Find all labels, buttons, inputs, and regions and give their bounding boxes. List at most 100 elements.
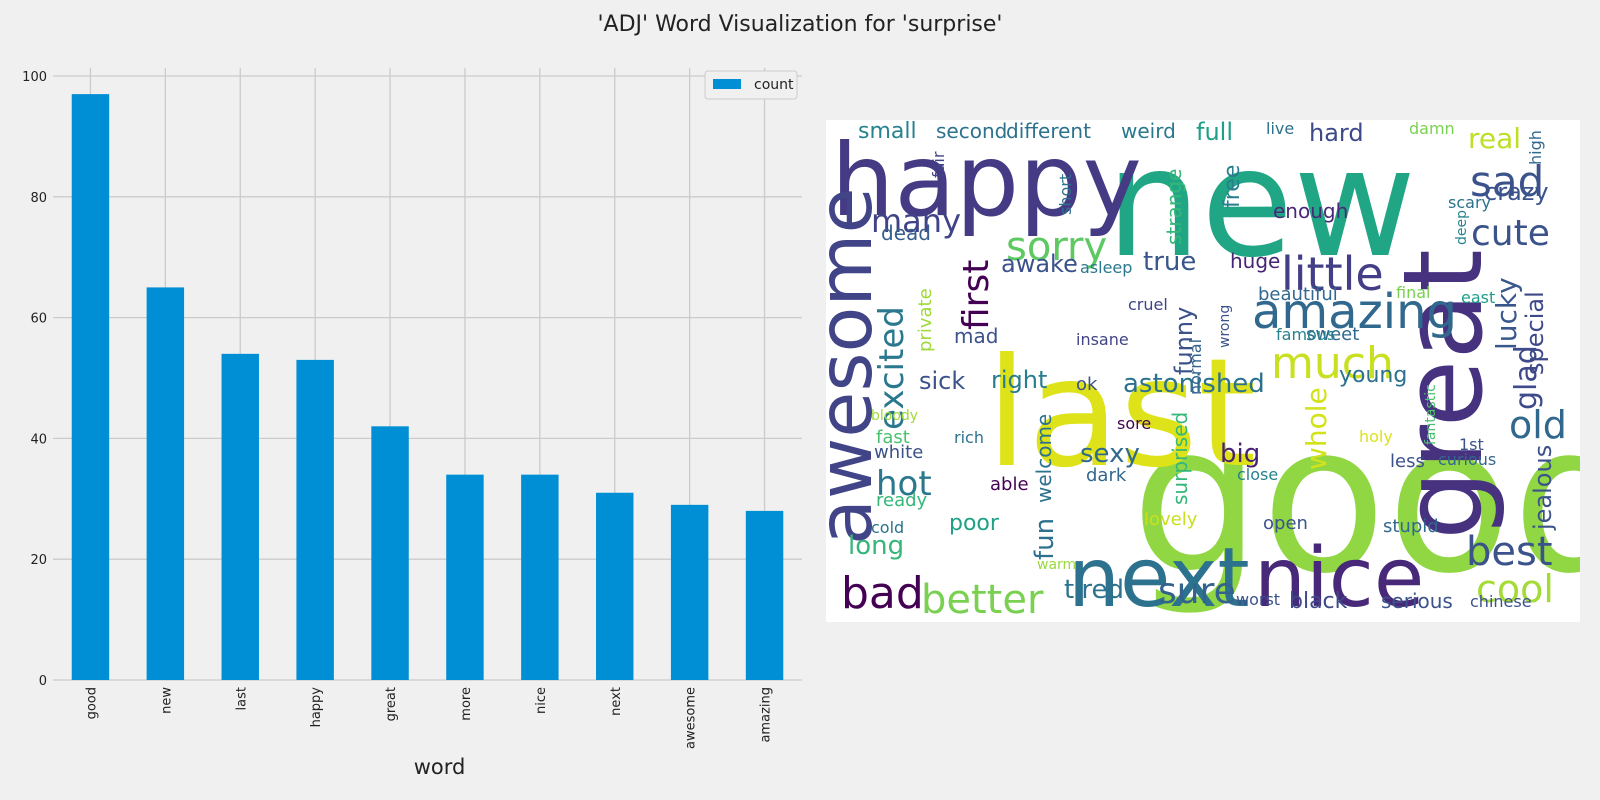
cloud-word-real: real (1468, 122, 1521, 155)
cloud-word-small: small (858, 120, 917, 144)
cloud-word-bad: bad (841, 568, 924, 619)
cloud-word-fast: fast (876, 427, 910, 448)
cloud-word-chinese: chinese (1470, 592, 1532, 611)
cloud-word-glad: glad (1509, 345, 1544, 410)
cloud-word-next: next (1068, 531, 1250, 622)
cloud-word-private: private (915, 288, 936, 352)
cloud-word-hot: hot (876, 464, 932, 504)
cloud-word-lucky: lucky (1490, 277, 1523, 350)
bar-awesome (670, 504, 709, 680)
cloud-word-curious: curious (1438, 450, 1496, 469)
bar-new (146, 287, 185, 680)
bar-chart: 0 20 40 60 80 100 good new last happy great more nic… (22, 68, 802, 779)
cloud-word-east: east (1461, 288, 1495, 307)
x-tick-label: more (459, 687, 474, 721)
cloud-word-old: old (1509, 403, 1567, 447)
cloud-word-long: long (848, 531, 904, 561)
cloud-word-sick: sick (919, 367, 965, 395)
cloud-word-close: close (1237, 465, 1278, 484)
y-tick-label: 60 (30, 312, 47, 327)
cloud-word-normal: normal (1186, 339, 1205, 395)
cloud-word-white: white (874, 442, 923, 463)
cloud-word-excited: excited (872, 306, 912, 430)
cloud-word-sure: sure (1158, 571, 1236, 612)
cloud-word-hard: hard (1309, 120, 1364, 147)
cloud-word-cute: cute (1471, 213, 1550, 254)
cloud-word-open: open (1263, 513, 1308, 534)
cloud-word-famous: famous (1276, 325, 1335, 344)
cloud-word-insane: insane (1076, 330, 1129, 349)
cloud-word-fantastic: fantastic (1423, 384, 1439, 445)
cloud-word-different: different (1006, 120, 1091, 143)
cloud-word-full: full (1196, 120, 1233, 146)
cloud-word-final: final (1396, 283, 1430, 302)
cloud-word-ok: ok (1076, 374, 1098, 395)
cloud-word-poor: poor (949, 511, 1000, 536)
cloud-word-able: able (990, 474, 1029, 495)
legend-box (704, 70, 798, 100)
cloud-word-good: good (1131, 381, 1580, 619)
cloud-word-holy: holy (1359, 427, 1393, 446)
cloud-word-bloody: bloody (871, 408, 918, 424)
cloud-word-cool: cool (1476, 567, 1554, 611)
cloud-word-many: many (871, 202, 961, 240)
cloud-word-short: short (1056, 174, 1075, 215)
x-tick-label: last (234, 687, 249, 710)
cloud-word-enough: enough (1273, 199, 1348, 223)
cloud-word-sore: sore (1117, 414, 1151, 433)
cloud-word-tired: tired (1064, 575, 1124, 605)
cloud-word-fair: fair (929, 151, 948, 178)
cloud-word-better: better (921, 577, 1044, 622)
cloud-word-surprised: surprised (1168, 412, 1192, 505)
cloud-word-stupid: stupid (1383, 516, 1439, 537)
cloud-word-free: free (1220, 165, 1245, 208)
cloud-word-warm: warm (1037, 557, 1076, 573)
bar-more (446, 474, 484, 680)
x-tick-label: great (384, 687, 399, 721)
bar-great (371, 426, 409, 680)
cloud-word-awake: awake (1001, 250, 1078, 278)
cloud-word-second: second (936, 120, 1007, 143)
cloud-word-sorry: sorry (1006, 224, 1107, 270)
cloud-word-first: first (956, 260, 997, 330)
cloud-word-right: right (991, 366, 1047, 394)
y-tick-label: 100 (22, 70, 47, 85)
cloud-word-less: less (1390, 451, 1425, 472)
cloud-word-jealous: jealous (1529, 445, 1557, 531)
x-tick-label: happy (309, 687, 324, 728)
cloud-word-cold: cold (871, 518, 904, 537)
x-tick-label: awesome (684, 687, 699, 749)
cloud-word-funny: funny (1170, 307, 1198, 375)
cloud-word-crazy: crazy (1484, 178, 1549, 206)
y-tick-label: 0 (39, 674, 47, 689)
cloud-word-last: last (986, 327, 1257, 501)
cloud-word-scary: scary (1448, 193, 1491, 212)
cloud-word-special: special (1521, 291, 1549, 375)
x-tick-label: new (159, 687, 174, 714)
cloud-word-cruel: cruel (1128, 295, 1168, 314)
cloud-word-huge: huge (1230, 249, 1280, 273)
cloud-word-dark: dark (1086, 465, 1127, 486)
cloud-word-little: little (1281, 247, 1384, 301)
cloud-word-lovely: lovely (1144, 509, 1198, 530)
figure-title: 'ADJ' Word Visualization for 'surprise' (597, 12, 1003, 37)
cloud-word-nice: nice (1254, 531, 1424, 622)
word-cloud-background (826, 120, 1580, 622)
cloud-word-best: best (1466, 529, 1553, 575)
cloud-word-true: true (1143, 247, 1196, 277)
cloud-word-serious: serious (1381, 589, 1453, 613)
cloud-word-new: new (1106, 120, 1416, 291)
cloud-word-dead: dead (881, 221, 931, 245)
cloud-word-sad: sad (1470, 157, 1544, 206)
cloud-word-sexy: sexy (1080, 439, 1140, 469)
x-tick-label: good (84, 687, 99, 719)
cloud-word-much: much (1271, 338, 1394, 389)
cloud-word-1st: 1st (1459, 435, 1484, 454)
cloud-word-high: high (1526, 130, 1545, 165)
cloud-word-whole: whole (1300, 387, 1333, 470)
cloud-word-rich: rich (954, 428, 984, 447)
y-tick-label: 80 (30, 191, 47, 206)
cloud-word-awesome: awesome (826, 187, 889, 545)
cloud-word-welcome: welcome (1032, 414, 1056, 503)
cloud-word-fun: fun (1030, 518, 1060, 560)
